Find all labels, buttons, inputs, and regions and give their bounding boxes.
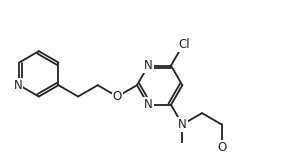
- Text: O: O: [113, 90, 122, 103]
- Text: O: O: [217, 141, 226, 153]
- Text: N: N: [144, 59, 153, 72]
- Text: N: N: [144, 98, 153, 111]
- Text: Cl: Cl: [179, 38, 190, 51]
- Text: N: N: [14, 79, 22, 92]
- Text: N: N: [178, 118, 187, 131]
